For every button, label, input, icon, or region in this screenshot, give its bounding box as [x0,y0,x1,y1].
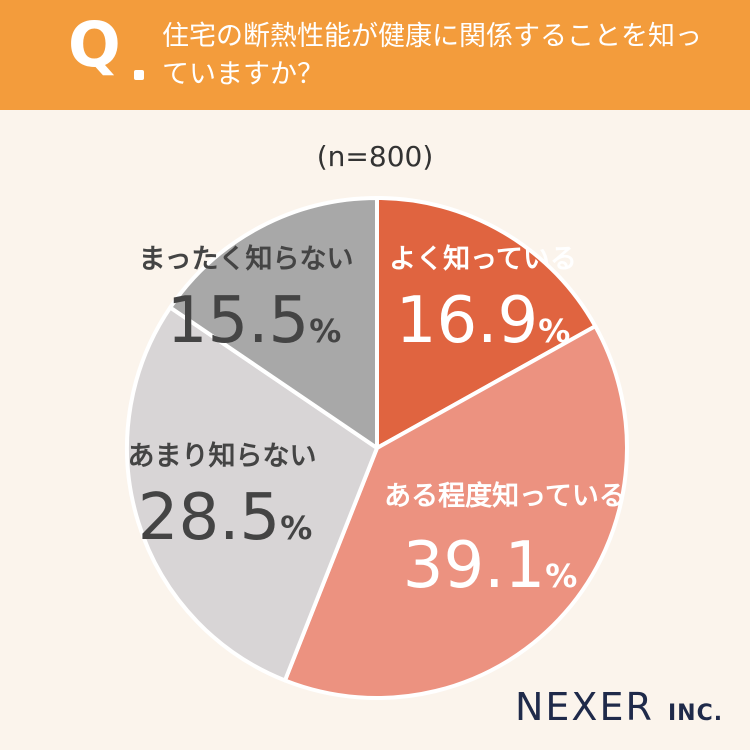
pie-slice [282,324,629,700]
slice-label: あまり知らない [128,441,317,472]
slice-value: 16.9% [396,284,571,358]
sample-size: (n=800) [316,140,434,173]
slice-value: 28.5% [138,481,313,555]
question-header: Q 住宅の断熱性能が健康に関係することを知っていますか？ [0,0,750,110]
slice-value: 39.1% [403,529,578,603]
question-text: 住宅の断熱性能が健康に関係することを知っていますか？ [162,21,702,90]
q-mark: Q [68,8,121,81]
slice-label: よく知っている [389,244,577,275]
slice-value: 15.5% [167,284,342,358]
pie-slice [168,196,379,450]
pie-slice [375,196,598,450]
q-dot [134,70,144,80]
logo-brand: NEXER [515,685,654,729]
pie-slice [125,305,379,683]
slice-label: ある程度知っている [384,480,626,512]
logo-suffix: INC. [667,701,724,726]
nexer-logo: NEXER INC. [515,688,723,726]
slice-label: まったく知らない [139,244,354,275]
